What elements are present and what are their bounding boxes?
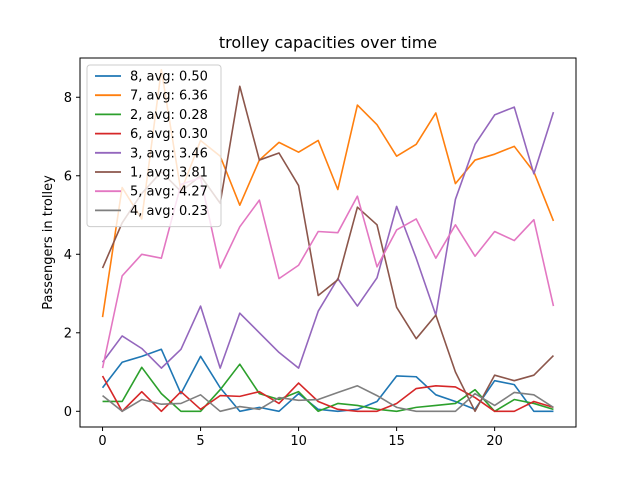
legend-label-0: 8, avg: 0.50 [130,70,208,85]
legend-label-2: 2, avg: 0.28 [130,108,208,123]
y-tick-label: 6 [64,169,72,184]
y-tick-label: 2 [64,326,72,341]
x-tick-label: 10 [290,434,307,449]
x-axis: 0 5 10 15 20 [98,427,503,449]
plot-frame [79,57,577,428]
chart-title: trolley capacities over time [219,33,437,52]
legend: 8, avg: 0.50 7, avg: 6.36 2, avg: 0.28 6, a… [86,64,222,228]
x-tick-label: 20 [486,434,503,449]
legend-label-5: 1, avg: 3.81 [130,166,208,181]
legend-label-6: 5, avg: 4.27 [130,185,208,200]
y-tick-label: 0 [64,405,72,420]
legend-label-7: 4, avg: 0.23 [130,204,208,219]
series-line-4 [101,106,555,369]
legend-label-3: 6, avg: 0.30 [130,127,208,142]
legend-label-4: 3, avg: 3.46 [130,146,208,161]
x-tick-label: 0 [98,434,106,449]
series-line-2 [102,363,554,413]
legend-label-1: 7, avg: 6.36 [130,89,208,104]
x-tick-label: 15 [388,434,405,449]
y-axis-label: Passengers in trolley [41,175,56,310]
y-tick-label: 4 [64,248,72,263]
y-tick-label: 8 [64,91,72,106]
series-line-3 [101,375,554,413]
y-axis: 0 2 4 6 8 [64,91,80,420]
x-tick-label: 5 [196,434,204,449]
series-line-7 [102,384,554,413]
legend-box [86,64,222,228]
